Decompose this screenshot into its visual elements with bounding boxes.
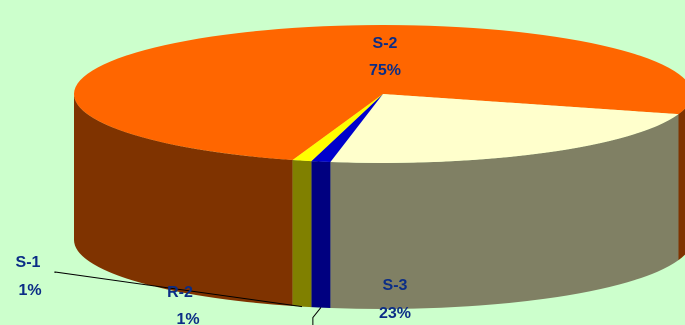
pie-slice-s-1 (292, 94, 383, 162)
pie-slice-s-3 (330, 94, 679, 163)
slice-label-s-2-name: S-2 (373, 35, 398, 52)
leader-line-r-2 (312, 307, 322, 325)
pie-side-s-3 (330, 114, 679, 309)
leader-line-s-1 (54, 271, 303, 308)
slice-label-s-1-value: 1% (18, 282, 41, 299)
slice-label-s-3-name: S-3 (383, 277, 408, 294)
leader-lines (54, 271, 322, 325)
slice-label-r-2-value: 1% (176, 311, 199, 325)
pie-sides (74, 94, 685, 309)
pie-slice-s-2 (73, 25, 685, 160)
pie-slice-r-2 (311, 94, 383, 162)
pie-side-s-2 (74, 94, 293, 306)
pie-side-r-2 (311, 161, 331, 308)
slice-label-s-1-name: S-1 (16, 254, 41, 271)
slice-label-s-3-value: 23% (379, 305, 411, 322)
pie-side-s-1 (292, 159, 312, 308)
pie-side-s-2 (678, 108, 685, 261)
slice-label-r-2-name: R-2 (167, 284, 193, 301)
slice-label-s-2-value: 75% (369, 62, 401, 79)
pie-tops (73, 25, 685, 163)
